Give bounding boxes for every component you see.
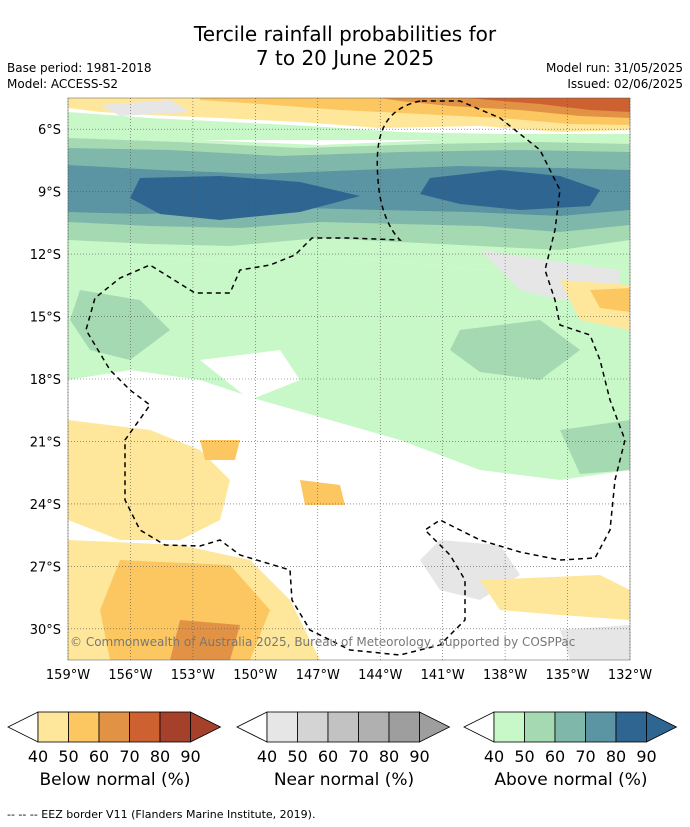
- region-below-east-50: [590, 288, 630, 312]
- colorbar-tick-label: 40: [484, 747, 504, 766]
- colorbar-near: 40 50 60 70 80 90: [236, 710, 452, 772]
- colorbar-tick-label: 80: [150, 747, 170, 766]
- colorbar-swatch: [524, 711, 556, 743]
- region-above-mid-40: [68, 252, 630, 480]
- colorbar-near-swatches: 40 50 60 70 80 90: [236, 711, 451, 766]
- colorbar-tick-label: 70: [575, 747, 595, 766]
- colorbar-swatch: [98, 711, 130, 743]
- colorbar-extend-high: [419, 711, 451, 743]
- colorbar-swatch: [297, 711, 329, 743]
- plot-frame: [67, 97, 631, 661]
- colorbar-swatch: [159, 711, 191, 743]
- colorbar-tick-label: 70: [348, 747, 368, 766]
- x-tick-label: 132°W: [608, 668, 652, 683]
- x-tick-label: 144°W: [358, 668, 402, 683]
- y-tick-label: 9°S: [38, 186, 61, 201]
- region-neutral-mid: [200, 350, 300, 400]
- x-tick-label: 141°W: [421, 668, 465, 683]
- colorbar-swatch: [327, 711, 359, 743]
- colorbar-below-label: Below normal (%): [39, 770, 191, 790]
- colorbar-extend-low: [7, 711, 39, 743]
- y-tick-label: 15°S: [30, 311, 61, 326]
- model-name: Model: ACCESS-S2: [7, 77, 119, 91]
- region-below-south-40-west: [68, 420, 230, 540]
- x-tick-label: 147°W: [296, 668, 340, 683]
- colorbar-swatch: [615, 711, 647, 743]
- run-info: Model run: 31/05/2025 Issued: 02/06/2025: [546, 60, 683, 92]
- colorbar-tick-label: 90: [636, 747, 656, 766]
- colorbar-above-label: Above normal (%): [494, 770, 648, 790]
- x-tick-label: 153°W: [171, 668, 215, 683]
- colorbar-extend-high: [646, 711, 678, 743]
- colorbar-swatch: [554, 711, 586, 743]
- region-above-mid-50-west: [70, 290, 170, 360]
- rainfall-map: 159°W 156°W 153°W 150°W 147°W 144°W 141°W 138°W…: [30, 97, 652, 683]
- footer-note: -- -- -- EEZ border V11 (Flanders Marine…: [7, 808, 316, 821]
- x-tick-label: 138°W: [483, 668, 527, 683]
- model-run: Model run: 31/05/2025: [545, 61, 683, 75]
- region-above-mid-50-se: [560, 420, 630, 474]
- colorbar-below-swatches: 40 50 60 70 80 90: [7, 711, 222, 766]
- y-tick-label: 30°S: [30, 623, 61, 638]
- region-below-south-east: [480, 575, 630, 620]
- region-below-patch-2: [200, 440, 240, 460]
- title-line-2: 7 to 20 June 2025: [255, 46, 435, 70]
- colorbar-tick-label: 50: [514, 747, 534, 766]
- colorbar-swatch: [266, 711, 298, 743]
- region-near-southeast: [560, 625, 630, 660]
- colorbar-tick-label: 50: [58, 747, 78, 766]
- x-tick-label: 156°W: [108, 668, 152, 683]
- region-below-south-60: [170, 620, 240, 660]
- model-info: Base period: 1981-2018 Model: ACCESS-S2: [7, 60, 152, 92]
- colorbar-tick-label: 60: [318, 747, 338, 766]
- colorbar-extend-low: [463, 711, 495, 743]
- colorbar-extend-high: [190, 711, 222, 743]
- colorbar-tick-label: 60: [545, 747, 565, 766]
- colorbar-tick-label: 50: [287, 747, 307, 766]
- colorbar-tick-label: 90: [409, 747, 429, 766]
- colorbar-tick-label: 40: [257, 747, 277, 766]
- y-tick-label: 27°S: [30, 560, 61, 575]
- y-tick-label: 21°S: [30, 435, 61, 450]
- y-tick-label: 18°S: [30, 373, 61, 388]
- colorbar-extend-low: [236, 711, 268, 743]
- copyright-notice: © Commonwealth of Australia 2025, Bureau…: [70, 635, 575, 649]
- title-line-1: Tercile rainfall probabilities for: [193, 22, 497, 46]
- region-above-80-west: [130, 176, 360, 220]
- colorbar-swatch: [585, 711, 617, 743]
- colorbar-swatch: [493, 711, 525, 743]
- region-below-north-70: [470, 98, 630, 112]
- y-tick-label: 6°S: [38, 123, 61, 138]
- colorbar-swatch: [129, 711, 161, 743]
- y-tick-label: 12°S: [30, 248, 61, 263]
- base-period: Base period: 1981-2018: [7, 61, 152, 75]
- y-axis-ticks: 6°S 9°S 12°S 15°S 18°S 21°S 24°S 27°S 30°S: [30, 123, 61, 638]
- colorbar-near-label: Near normal (%): [273, 770, 415, 790]
- colorbar-tick-label: 90: [180, 747, 200, 766]
- colorbar-tick-label: 80: [606, 747, 626, 766]
- region-near-north: [100, 100, 190, 116]
- colorbar-below: 40 50 60 70 80 90: [7, 710, 223, 772]
- colorbar-tick-label: 60: [89, 747, 109, 766]
- eez-border: [85, 100, 626, 656]
- issued-date: Issued: 02/06/2025: [567, 77, 683, 91]
- y-tick-label: 24°S: [30, 498, 61, 513]
- colorbar-swatch: [68, 711, 100, 743]
- colorbar-tick-label: 70: [119, 747, 139, 766]
- chart-title: Tercile rainfall probabilities for 7 to …: [0, 22, 690, 70]
- colorbar-swatch: [358, 711, 390, 743]
- colorbar-swatch: [37, 711, 69, 743]
- x-tick-label: 135°W: [545, 668, 589, 683]
- x-axis-ticks: 159°W 156°W 153°W 150°W 147°W 144°W 141°W 138°W…: [46, 668, 652, 683]
- colorbar-tick-label: 80: [379, 747, 399, 766]
- colorbar-above: 40 50 60 70 80 90: [463, 710, 679, 772]
- colorbar-above-swatches: 40 50 60 70 80 90: [463, 711, 678, 766]
- region-above-north-40: [68, 112, 630, 140]
- region-above-mid-50-east: [450, 320, 580, 380]
- colorbar-swatch: [388, 711, 420, 743]
- region-below-patch: [300, 480, 345, 505]
- x-tick-label: 150°W: [233, 668, 277, 683]
- x-tick-label: 159°W: [46, 668, 90, 683]
- colorbar-tick-label: 40: [28, 747, 48, 766]
